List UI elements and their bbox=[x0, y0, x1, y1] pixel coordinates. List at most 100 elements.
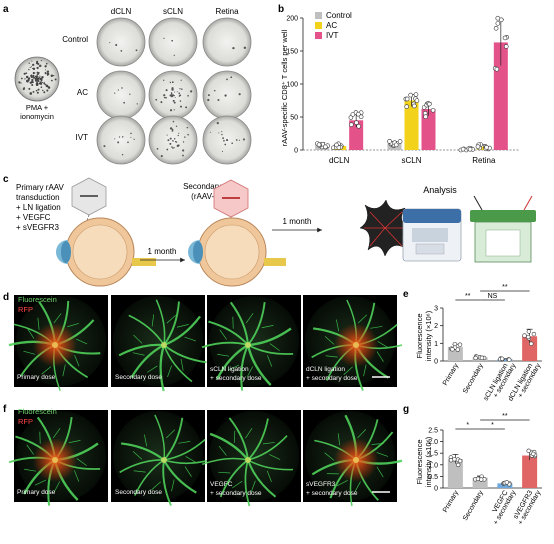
elispot-spot bbox=[28, 87, 31, 90]
elispot-spot bbox=[181, 154, 184, 157]
fundus-vessel-branch bbox=[363, 364, 367, 377]
elispot-spot bbox=[34, 75, 38, 78]
d-img4-caption-line2: + secondary dose bbox=[306, 375, 358, 382]
fundus-vessel bbox=[201, 341, 249, 349]
fundus-vessel-branch bbox=[337, 433, 341, 446]
elispot-spot bbox=[121, 153, 124, 156]
chart-b-point bbox=[460, 146, 466, 152]
elispot-spot bbox=[50, 74, 54, 78]
elispot-spot bbox=[36, 66, 39, 70]
fundus-vessel-branch bbox=[74, 470, 80, 482]
chart-point bbox=[531, 331, 537, 337]
elispot-spot bbox=[29, 81, 32, 84]
elispot-spot bbox=[46, 72, 50, 76]
fundus-vessel-branch bbox=[376, 452, 389, 457]
fundus-vessel-branch bbox=[132, 451, 143, 460]
elispot-spot bbox=[130, 132, 132, 135]
elispot-spot bbox=[120, 50, 123, 52]
fundus-vessel-branch bbox=[245, 427, 253, 439]
elispot-spot bbox=[20, 82, 22, 84]
chart-point bbox=[479, 355, 485, 361]
chart-b-point bbox=[323, 144, 328, 150]
chart-ytick-label: 3 bbox=[434, 306, 438, 313]
elispot-spot bbox=[32, 76, 35, 79]
chart-b-point bbox=[495, 15, 501, 21]
f-legend-fluorescein: Fluorescein bbox=[18, 407, 57, 416]
elispot-spot bbox=[221, 131, 223, 133]
fundus-optic-disc bbox=[245, 457, 251, 463]
elispot-well bbox=[96, 17, 146, 67]
fundus-vessel-branch bbox=[144, 434, 148, 447]
elispot-spot bbox=[36, 77, 39, 80]
fundus-vessel-branch bbox=[324, 452, 335, 461]
chart-b-point bbox=[404, 96, 410, 102]
fundus-vessel bbox=[216, 343, 249, 380]
fundus-vessel-branch bbox=[53, 481, 61, 493]
elispot-spot bbox=[174, 91, 176, 93]
elispot-spot bbox=[29, 92, 33, 95]
fundus-vessel-branch bbox=[165, 429, 176, 439]
fundus-row-d bbox=[8, 295, 403, 392]
chart-ytick-label: 1.0 bbox=[428, 462, 438, 469]
elispot-spot bbox=[238, 139, 240, 141]
fundus-vessel-branch bbox=[246, 366, 254, 378]
elispot-spot bbox=[224, 143, 227, 146]
d-img1-caption: Primary dose bbox=[17, 374, 56, 381]
chart-point bbox=[473, 355, 478, 361]
elispot-spot bbox=[35, 83, 39, 87]
chart-point bbox=[450, 347, 455, 352]
elispot-spot bbox=[178, 132, 180, 134]
elispot-spot bbox=[169, 109, 173, 112]
elispot-spot bbox=[51, 79, 53, 82]
chart-b-point bbox=[502, 35, 508, 41]
fundus-vessel-branch bbox=[76, 458, 87, 466]
fundus-vessel-branch bbox=[178, 441, 191, 444]
elispot-spot bbox=[46, 89, 49, 92]
chart-b-ytick-label: 150 bbox=[286, 49, 298, 56]
elispot-spot bbox=[232, 46, 235, 50]
elispot-spot bbox=[109, 42, 111, 44]
chart-b-ytick-label: 100 bbox=[286, 82, 298, 89]
elispot-spot bbox=[169, 81, 172, 84]
fundus-vessel bbox=[201, 457, 249, 466]
chart-b-point bbox=[408, 92, 413, 98]
elispot-well bbox=[202, 70, 252, 120]
fundus-vessel bbox=[155, 299, 166, 346]
elispot-well bbox=[148, 115, 198, 165]
elispot-spot bbox=[180, 79, 182, 81]
c-text-line3: + LN ligation bbox=[16, 203, 61, 212]
chart-b-legend-label: AC bbox=[326, 21, 337, 30]
elispot-spot bbox=[36, 91, 39, 94]
elispot-spot bbox=[32, 90, 35, 93]
elispot-spot bbox=[31, 76, 33, 78]
chart-b-point bbox=[404, 104, 410, 109]
fundus-optic-disc bbox=[353, 342, 359, 348]
elispot-spot bbox=[45, 84, 49, 88]
panel-c: c Primary rAAV transduction + LN ligatio… bbox=[3, 174, 536, 287]
chart-point bbox=[479, 477, 484, 482]
chart-b-legend-swatch bbox=[315, 32, 322, 39]
elispot-spot bbox=[163, 37, 165, 40]
elispot-spot bbox=[44, 65, 47, 68]
chart-b-point bbox=[493, 26, 499, 31]
chart-category-label: Primary bbox=[442, 362, 460, 387]
imaging-machine-icon bbox=[402, 208, 462, 262]
elispot-spot bbox=[121, 136, 124, 138]
elispot-spot bbox=[114, 92, 116, 94]
chart-b-point bbox=[349, 122, 354, 127]
fundus-vessel-branch bbox=[262, 442, 275, 445]
chart-b-point bbox=[393, 142, 399, 148]
fundus-vessel-branch bbox=[24, 468, 37, 472]
elispot-spot bbox=[35, 89, 38, 92]
fundus-vessel-branch bbox=[227, 364, 240, 371]
fundus-vessel-branch bbox=[62, 364, 66, 377]
fundus-vessel bbox=[119, 459, 165, 474]
c-text-line4: + VEGFC bbox=[16, 213, 51, 222]
fundus-vessel-branch bbox=[377, 341, 389, 348]
fundus-vessel bbox=[163, 315, 201, 347]
elispot-spot bbox=[179, 100, 182, 102]
fundus-vessel-branch bbox=[218, 471, 231, 474]
fundus-vessel-branch bbox=[354, 481, 361, 493]
chart-b-point bbox=[354, 120, 359, 125]
elispot-spot bbox=[213, 89, 216, 92]
